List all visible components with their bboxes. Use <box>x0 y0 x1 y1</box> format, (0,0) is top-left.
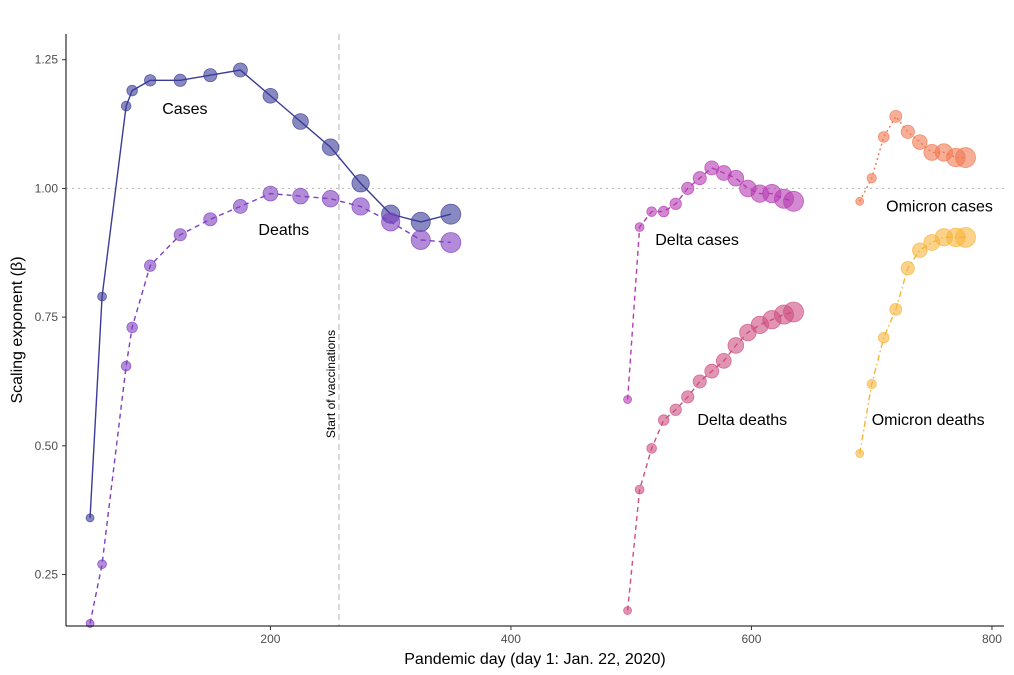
data-point <box>173 73 187 87</box>
series-omicron-deaths <box>855 226 976 458</box>
data-point <box>623 606 632 615</box>
data-point <box>262 87 279 104</box>
data-point <box>126 321 138 334</box>
vaccination-start-label: Start of vaccinations <box>324 330 338 438</box>
data-point <box>855 196 865 206</box>
data-point <box>634 484 645 495</box>
data-point <box>692 171 707 186</box>
x-tick-label: 600 <box>741 632 761 646</box>
y-tick-label: 1.00 <box>35 181 59 195</box>
label-delta-cases: Delta cases <box>655 232 739 249</box>
series-line <box>89 69 451 518</box>
data-point <box>866 173 877 184</box>
data-point <box>889 109 903 123</box>
data-point <box>727 169 745 187</box>
data-point <box>634 222 645 232</box>
data-point <box>900 124 915 139</box>
data-point <box>955 226 976 248</box>
data-point <box>97 559 107 570</box>
data-point <box>144 74 157 87</box>
series-deaths <box>85 185 462 628</box>
data-point <box>410 211 431 232</box>
data-point <box>232 62 248 78</box>
data-point <box>912 242 928 258</box>
x-tick-label: 200 <box>260 632 280 646</box>
data-point <box>955 147 976 168</box>
data-point <box>878 131 890 143</box>
series-line <box>89 192 451 624</box>
data-point <box>889 303 903 316</box>
data-point <box>912 134 928 150</box>
label-omicron-cases: Omicron cases <box>886 199 993 216</box>
data-point <box>623 395 632 404</box>
y-axis-title: Scaling exponent (β) <box>9 256 26 403</box>
data-point <box>866 378 877 390</box>
data-point <box>878 331 890 344</box>
data-point <box>715 353 732 369</box>
data-point <box>292 113 309 130</box>
y-tick-label: 1.25 <box>35 53 59 67</box>
data-point <box>440 232 462 253</box>
data-point <box>321 138 340 156</box>
x-tick-label: 400 <box>501 632 521 646</box>
data-point <box>144 259 157 272</box>
data-point <box>440 203 462 225</box>
data-point <box>351 197 370 216</box>
axes <box>65 34 1004 627</box>
data-point <box>203 212 218 227</box>
data-point <box>351 174 370 193</box>
data-point <box>646 443 657 454</box>
series-omicron-cases <box>855 109 976 206</box>
data-point <box>783 190 804 212</box>
series-delta-cases <box>623 160 804 404</box>
label-deaths: Deaths <box>258 222 309 239</box>
data-point <box>120 360 132 372</box>
x-axis-title: Pandemic day (day 1: Jan. 22, 2020) <box>404 651 666 668</box>
label-cases: Cases <box>162 101 207 118</box>
data-point <box>85 513 95 523</box>
reference-lines: Start of vaccinations <box>66 34 1004 626</box>
data-point <box>120 100 132 112</box>
series-annotations: Cases Deaths Delta cases Delta deaths Omicro… <box>162 101 993 429</box>
ticks: 200 400 600 800 0.25 0.50 0.75 1.00 1.25 <box>35 53 1003 646</box>
data-point <box>681 181 695 195</box>
data-point <box>669 197 682 210</box>
data-point <box>232 199 248 214</box>
series-line <box>859 115 966 202</box>
data-point <box>85 619 95 628</box>
y-tick-label: 0.75 <box>35 310 59 324</box>
data-point <box>669 403 682 416</box>
data-point <box>262 185 279 202</box>
y-tick-label: 0.50 <box>35 439 59 453</box>
data-point <box>657 414 670 426</box>
data-point <box>657 205 670 218</box>
data-point <box>704 363 720 379</box>
data-point <box>783 301 804 323</box>
data-point <box>321 190 340 208</box>
data-point <box>203 68 218 83</box>
data-point <box>900 261 915 276</box>
data-point <box>126 84 138 97</box>
label-omicron-deaths: Omicron deaths <box>872 412 985 429</box>
data-point <box>97 291 107 302</box>
x-tick-label: 800 <box>982 632 1002 646</box>
plot-series <box>85 62 976 628</box>
y-tick-label: 0.25 <box>35 568 59 582</box>
series-line <box>626 311 794 611</box>
data-point <box>410 229 431 250</box>
data-point <box>173 228 187 242</box>
data-point <box>727 337 745 354</box>
label-delta-deaths: Delta deaths <box>697 412 787 429</box>
data-point <box>646 206 657 217</box>
data-point <box>692 374 707 389</box>
data-point <box>292 187 309 205</box>
data-point <box>681 390 695 404</box>
data-point <box>855 449 865 458</box>
series-delta-deaths <box>623 301 804 615</box>
data-point <box>381 212 401 232</box>
